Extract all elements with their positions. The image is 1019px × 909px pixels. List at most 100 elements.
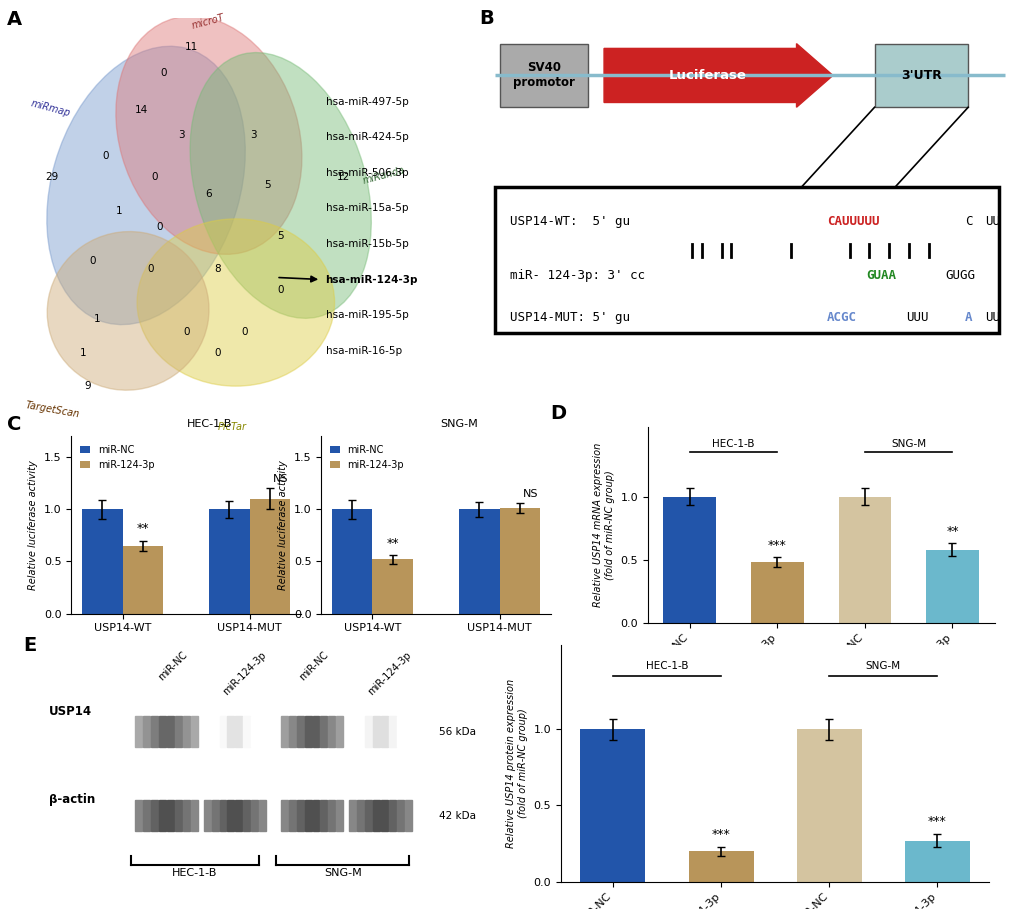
Text: 0: 0 bbox=[242, 326, 248, 337]
Bar bbox=[167, 800, 173, 831]
Text: SNG-M: SNG-M bbox=[891, 439, 925, 449]
Text: SV40
promotor: SV40 promotor bbox=[513, 62, 575, 89]
Bar bbox=[838, 496, 891, 623]
Text: NS: NS bbox=[272, 474, 287, 484]
Bar bbox=[251, 800, 258, 831]
Text: 14: 14 bbox=[135, 105, 148, 115]
Bar bbox=[405, 716, 412, 747]
Text: USP14-MUT: 5' gu: USP14-MUT: 5' gu bbox=[510, 311, 630, 324]
Text: hsa-miR-16-5p: hsa-miR-16-5p bbox=[325, 345, 401, 355]
Text: 6: 6 bbox=[206, 189, 212, 199]
Bar bbox=[328, 800, 335, 831]
Bar bbox=[280, 716, 287, 747]
FancyBboxPatch shape bbox=[494, 187, 999, 334]
Text: PicTar: PicTar bbox=[218, 422, 247, 432]
Bar bbox=[143, 716, 150, 747]
Text: 0: 0 bbox=[102, 151, 109, 161]
Bar bbox=[373, 800, 380, 831]
Ellipse shape bbox=[47, 46, 245, 325]
Text: **: ** bbox=[386, 537, 398, 550]
Text: GUGG: GUGG bbox=[945, 269, 974, 283]
Bar bbox=[348, 800, 356, 831]
Text: 3: 3 bbox=[178, 130, 185, 140]
Text: 0: 0 bbox=[89, 255, 96, 265]
Bar bbox=[305, 800, 311, 831]
Bar bbox=[388, 716, 395, 747]
Text: hsa-miR-15a-5p: hsa-miR-15a-5p bbox=[325, 204, 408, 214]
Bar bbox=[204, 716, 210, 747]
Bar bbox=[244, 800, 250, 831]
Bar bbox=[151, 716, 158, 747]
Y-axis label: Relative luciferase activity: Relative luciferase activity bbox=[29, 460, 39, 590]
Text: ***: *** bbox=[711, 827, 730, 841]
Text: UU: UU bbox=[984, 311, 999, 324]
Bar bbox=[135, 800, 142, 831]
Bar bbox=[381, 800, 387, 831]
Text: microT: microT bbox=[191, 13, 226, 31]
Bar bbox=[312, 800, 319, 831]
Bar bbox=[365, 716, 372, 747]
Text: E: E bbox=[23, 636, 37, 655]
Text: miRanda: miRanda bbox=[361, 165, 406, 185]
Text: β-actin: β-actin bbox=[49, 793, 96, 805]
Text: 0: 0 bbox=[156, 222, 163, 233]
Text: 5: 5 bbox=[264, 180, 270, 191]
Text: 29: 29 bbox=[45, 172, 58, 182]
Legend: miR-NC, miR-124-3p: miR-NC, miR-124-3p bbox=[326, 441, 408, 474]
Bar bbox=[372, 559, 413, 614]
Bar bbox=[499, 508, 540, 614]
Bar bbox=[159, 800, 166, 831]
Text: miR-NC: miR-NC bbox=[298, 650, 330, 683]
Text: 0: 0 bbox=[214, 347, 221, 358]
Bar bbox=[174, 800, 181, 831]
Text: ACGC: ACGC bbox=[825, 311, 856, 324]
Bar bbox=[381, 716, 387, 747]
Text: HEC-1-B: HEC-1-B bbox=[172, 867, 217, 877]
Bar bbox=[336, 800, 343, 831]
Bar bbox=[280, 800, 287, 831]
Bar bbox=[151, 800, 158, 831]
Bar bbox=[122, 545, 163, 614]
Bar bbox=[174, 716, 181, 747]
Text: 12: 12 bbox=[336, 172, 350, 182]
Text: miR-124-3p: miR-124-3p bbox=[366, 650, 413, 697]
Bar bbox=[396, 716, 404, 747]
Text: D: D bbox=[550, 404, 567, 423]
Text: miRmap: miRmap bbox=[30, 98, 71, 118]
Bar bbox=[750, 562, 803, 623]
Ellipse shape bbox=[116, 16, 302, 255]
Bar bbox=[925, 550, 978, 623]
Bar bbox=[251, 716, 258, 747]
Text: **: ** bbox=[946, 525, 958, 538]
Text: miR-124-3p: miR-124-3p bbox=[220, 650, 268, 697]
Bar bbox=[211, 716, 218, 747]
Bar bbox=[227, 800, 234, 831]
Bar bbox=[320, 716, 327, 747]
Bar bbox=[328, 716, 335, 747]
Text: C: C bbox=[7, 415, 21, 435]
Text: ***: *** bbox=[767, 539, 786, 552]
Ellipse shape bbox=[190, 53, 371, 318]
Text: 8: 8 bbox=[214, 264, 221, 275]
Bar bbox=[904, 841, 969, 882]
Text: SNG-M: SNG-M bbox=[324, 867, 362, 877]
Bar bbox=[204, 800, 210, 831]
Text: 11: 11 bbox=[184, 43, 198, 53]
Text: UU: UU bbox=[984, 215, 999, 228]
Bar bbox=[259, 800, 266, 831]
Text: hsa-miR-424-5p: hsa-miR-424-5p bbox=[325, 133, 408, 143]
Text: hsa-miR-195-5p: hsa-miR-195-5p bbox=[325, 310, 408, 320]
Bar bbox=[320, 800, 327, 831]
Bar bbox=[182, 800, 190, 831]
Y-axis label: Relative luciferase activity: Relative luciferase activity bbox=[278, 460, 288, 590]
Text: hsa-miR-124-3p: hsa-miR-124-3p bbox=[325, 275, 418, 285]
Bar bbox=[209, 509, 250, 614]
Bar bbox=[688, 851, 753, 882]
Bar bbox=[396, 800, 404, 831]
Bar bbox=[219, 716, 226, 747]
Text: ***: *** bbox=[927, 815, 946, 828]
Text: hsa-miR-15b-5p: hsa-miR-15b-5p bbox=[325, 239, 408, 249]
FancyBboxPatch shape bbox=[499, 44, 588, 107]
Y-axis label: Relative USP14 protein expression
(fold of miR-NC group): Relative USP14 protein expression (fold … bbox=[506, 679, 528, 848]
Bar bbox=[259, 716, 266, 747]
